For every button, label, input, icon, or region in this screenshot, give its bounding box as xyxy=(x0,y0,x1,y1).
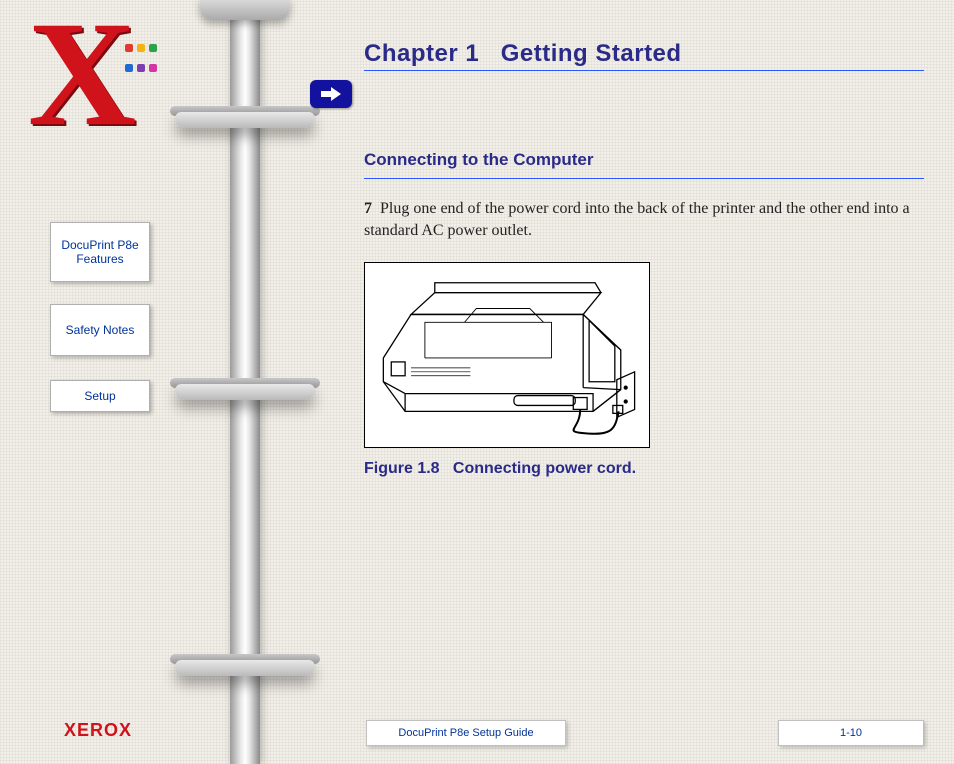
xerox-digital-dots xyxy=(124,40,154,76)
chapter-heading: Chapter 1 Getting Started xyxy=(364,40,924,68)
logo-pixel xyxy=(137,44,145,52)
chapter-number: Chapter 1 xyxy=(364,40,479,67)
shelf xyxy=(175,384,315,400)
logo-pixel xyxy=(125,44,133,52)
horizontal-rule xyxy=(364,70,924,71)
shelf xyxy=(175,660,315,676)
figure-power-cord xyxy=(364,262,650,448)
nav-button-setup[interactable]: Setup xyxy=(50,380,150,412)
pillar-capital xyxy=(200,0,290,20)
footer-xerox-wordmark: XEROX xyxy=(64,720,132,741)
xerox-logo: X xyxy=(28,18,168,138)
nav-button-docuprint-p8e-features[interactable]: DocuPrint P8e Features xyxy=(50,222,150,282)
page-background: X DocuPrint P8e Features Safety Notes Setu… xyxy=(0,0,954,764)
step-text: 7 Plug one end of the power cord into th… xyxy=(364,198,924,241)
footer-guide-title[interactable]: DocuPrint P8e Setup Guide xyxy=(366,720,566,746)
printer-illustration xyxy=(365,263,649,447)
page-number-box[interactable]: 1-10 xyxy=(778,720,924,746)
step-body: Plug one end of the power cord into the … xyxy=(364,200,910,239)
logo-pixel xyxy=(137,64,145,72)
arrow-right-icon xyxy=(321,87,341,101)
shelf xyxy=(175,112,315,128)
next-arrow-button[interactable] xyxy=(310,80,352,108)
logo-pixel xyxy=(149,44,157,52)
section-title: Connecting to the Computer xyxy=(364,150,924,170)
horizontal-rule xyxy=(364,178,924,179)
logo-pixel xyxy=(149,64,157,72)
figure-caption-text: Connecting power cord. xyxy=(453,460,636,477)
figure-label: Figure 1.8 xyxy=(364,460,440,477)
logo-pixel xyxy=(125,64,133,72)
nav-button-safety-notes[interactable]: Safety Notes xyxy=(50,304,150,356)
xerox-x-glyph: X xyxy=(28,0,128,160)
figure-caption: Figure 1.8 Connecting power cord. xyxy=(364,460,636,478)
chapter-title: Getting Started xyxy=(501,40,682,67)
step-number: 7 xyxy=(364,200,372,217)
